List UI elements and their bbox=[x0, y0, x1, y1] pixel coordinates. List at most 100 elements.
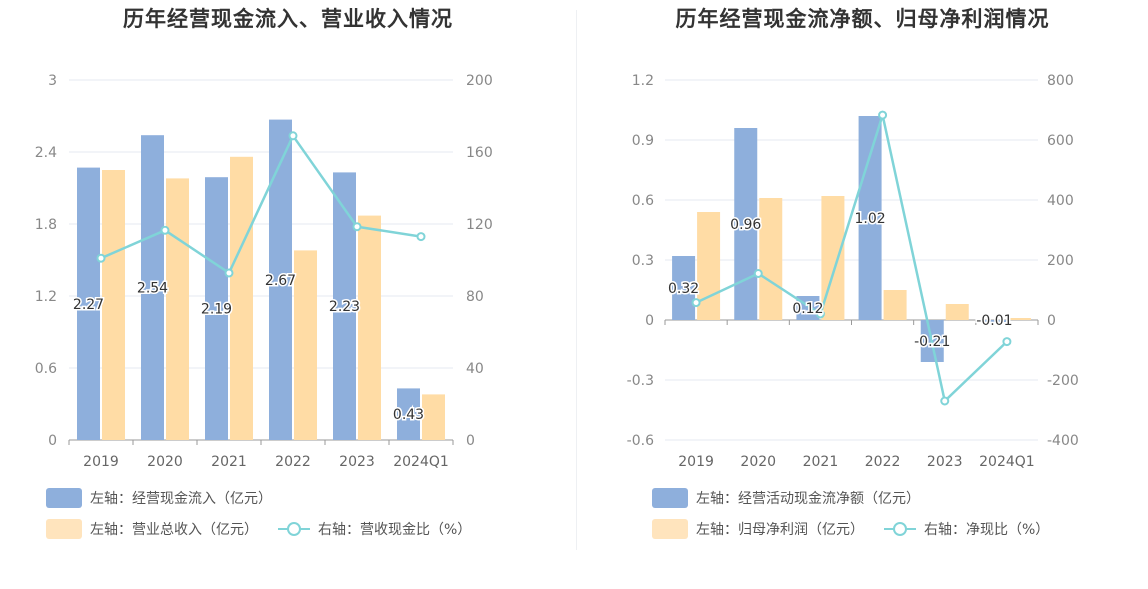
right-line-point bbox=[1002, 337, 1012, 347]
right-bar-series1 bbox=[982, 320, 1006, 322]
right-line-series bbox=[695, 110, 1008, 404]
right-legend-swatch-profit[interactable] bbox=[652, 519, 688, 539]
right-bar-data-label: 0.96 bbox=[730, 217, 761, 233]
right-x-tick-label: 2020 bbox=[740, 454, 776, 470]
left-line-point bbox=[96, 253, 106, 263]
right-line-point bbox=[753, 269, 763, 278]
right-bar-series1 bbox=[672, 256, 696, 320]
left-left-tick-label: 1.8 bbox=[35, 217, 57, 233]
right-line-point bbox=[815, 309, 825, 319]
left-chart-title: 历年经营现金流入、营业收入情况 bbox=[123, 7, 453, 31]
left-left-tick-label: 2.4 bbox=[35, 145, 57, 161]
right-right-tick-label: 200 bbox=[1047, 253, 1074, 269]
left-legend-swatch-inflow[interactable] bbox=[46, 488, 82, 508]
right-x-tick-label: 2019 bbox=[678, 454, 714, 470]
left-bar-data-label: 0.43 bbox=[393, 407, 424, 423]
left-line-point bbox=[160, 225, 170, 235]
right-left-tick-label: -0.6 bbox=[627, 433, 654, 449]
left-left-tick-label: 3 bbox=[48, 73, 57, 89]
right-legend-label-profit[interactable]: 左轴：归母净利润（亿元） bbox=[696, 522, 864, 538]
right-line-point bbox=[940, 396, 950, 406]
right-x-tick-label: 2021 bbox=[803, 454, 839, 470]
right-x-tick-label: 2022 bbox=[865, 454, 901, 470]
right-legend-label-netflow[interactable]: 左轴：经营活动现金流净额（亿元） bbox=[696, 491, 920, 507]
left-chart-plot: 0 0.6 1.2 1.8 2.4 3 0 40 80 120 160 200 2019 2020 2021… bbox=[35, 73, 493, 470]
left-bar-series2 bbox=[294, 250, 317, 440]
left-legend-label-ratio[interactable]: 右轴：营收现金比（%） bbox=[318, 522, 472, 538]
right-legend-label-ratio[interactable]: 右轴：净现比（%） bbox=[924, 522, 1050, 538]
panel-divider bbox=[576, 10, 577, 550]
left-left-tick-label: 0 bbox=[48, 433, 57, 449]
left-bar-series2 bbox=[166, 178, 189, 440]
left-chart-panel: 历年经营现金流入、营业收入情况 0 0.6 1.2 1.8 2.4 3 0 40 80 120 16… bbox=[35, 7, 493, 541]
right-bar-series2 bbox=[883, 290, 907, 320]
right-left-tick-label: 0.3 bbox=[632, 253, 654, 269]
left-x-tick-label: 2024Q1 bbox=[393, 454, 449, 470]
right-left-tick-label: -0.3 bbox=[627, 373, 654, 389]
right-bar-data-label: -0.01 bbox=[976, 313, 1012, 329]
right-line-point bbox=[691, 298, 701, 308]
left-legend-row-2: 左轴：营业总收入（亿元） 右轴：营收现金比（%） bbox=[46, 517, 471, 541]
left-bar-data-label: 2.19 bbox=[201, 302, 232, 318]
right-bar-series2 bbox=[697, 212, 721, 320]
right-chart-title: 历年经营现金流净额、归母净利润情况 bbox=[675, 7, 1050, 31]
left-legend-swatch-revenue[interactable] bbox=[46, 519, 82, 539]
left-bar-data-label: 2.67 bbox=[265, 273, 296, 289]
left-legend-label-inflow[interactable]: 左轴：经营现金流入（亿元） bbox=[90, 491, 272, 507]
left-bar-series2 bbox=[102, 170, 125, 440]
right-legend-swatch-netflow[interactable] bbox=[652, 488, 688, 508]
right-right-tick-label: -400 bbox=[1047, 433, 1079, 449]
right-right-tick-label: 800 bbox=[1047, 73, 1074, 89]
right-line-point bbox=[878, 110, 888, 120]
left-right-tick-label: 80 bbox=[466, 289, 484, 305]
right-legend-line-icon[interactable] bbox=[884, 522, 916, 536]
right-bar-series1 bbox=[734, 128, 758, 320]
left-bar-series1 bbox=[205, 177, 228, 440]
right-bar-data-label: 0.32 bbox=[668, 281, 699, 297]
left-left-tick-label: 0.6 bbox=[35, 361, 57, 377]
left-right-tick-label: 160 bbox=[466, 145, 493, 161]
right-bar-data-label: -0.21 bbox=[914, 334, 950, 350]
left-bar-data-label: 2.27 bbox=[73, 297, 104, 313]
right-right-tick-label: -200 bbox=[1047, 373, 1079, 389]
left-legend-label-revenue[interactable]: 左轴：营业总收入（亿元） bbox=[90, 522, 258, 538]
left-line-series bbox=[100, 133, 422, 275]
left-x-tick-label: 2019 bbox=[83, 454, 119, 470]
left-line-point bbox=[416, 232, 426, 242]
left-bar-series1 bbox=[141, 135, 164, 440]
right-x-tick-label: 2024Q1 bbox=[979, 454, 1035, 470]
right-bar-data-label: 0.12 bbox=[792, 301, 823, 317]
right-left-tick-label: 0.6 bbox=[632, 193, 654, 209]
left-right-tick-label: 0 bbox=[466, 433, 475, 449]
right-right-tick-label: 600 bbox=[1047, 133, 1074, 149]
left-bar-series2 bbox=[230, 156, 253, 441]
left-bar-series2 bbox=[422, 394, 445, 440]
left-line-point bbox=[288, 131, 298, 141]
left-x-tick-label: 2021 bbox=[211, 454, 247, 470]
left-x-tick-label: 2020 bbox=[147, 454, 183, 470]
left-left-tick-label: 1.2 bbox=[35, 289, 57, 305]
right-bar-series1 bbox=[858, 116, 882, 320]
right-left-tick-label: 0.9 bbox=[632, 133, 654, 149]
right-right-tick-label: 400 bbox=[1047, 193, 1074, 209]
right-left-tick-label: 1.2 bbox=[632, 73, 654, 89]
right-legend-row-1: 左轴：经营活动现金流净额（亿元） bbox=[652, 486, 920, 510]
right-bar-series2 bbox=[945, 304, 969, 320]
left-right-tick-label: 40 bbox=[466, 361, 484, 377]
left-bar-data-label: 2.23 bbox=[329, 299, 360, 315]
left-legend-row-1: 左轴：经营现金流入（亿元） bbox=[46, 486, 272, 510]
left-bar-series2 bbox=[358, 215, 381, 440]
right-bar-series2 bbox=[759, 198, 783, 320]
right-chart-plot: -0.6 -0.3 0 0.3 0.6 0.9 1.2 -400 -200 0 200 400 600 8… bbox=[627, 73, 1079, 470]
left-legend-line-icon[interactable] bbox=[278, 522, 310, 536]
left-line-point bbox=[224, 268, 234, 278]
right-bar-series2 bbox=[1007, 318, 1031, 320]
left-right-tick-label: 120 bbox=[466, 217, 493, 233]
right-bar-data-label: 1.02 bbox=[854, 211, 885, 227]
left-bar-series1 bbox=[77, 167, 100, 440]
left-right-tick-label: 200 bbox=[466, 73, 493, 89]
left-x-tick-label: 2023 bbox=[339, 454, 375, 470]
left-bar-series1 bbox=[269, 119, 292, 440]
right-left-tick-label: 0 bbox=[645, 313, 654, 329]
left-bar-data-label: 2.54 bbox=[137, 281, 168, 297]
